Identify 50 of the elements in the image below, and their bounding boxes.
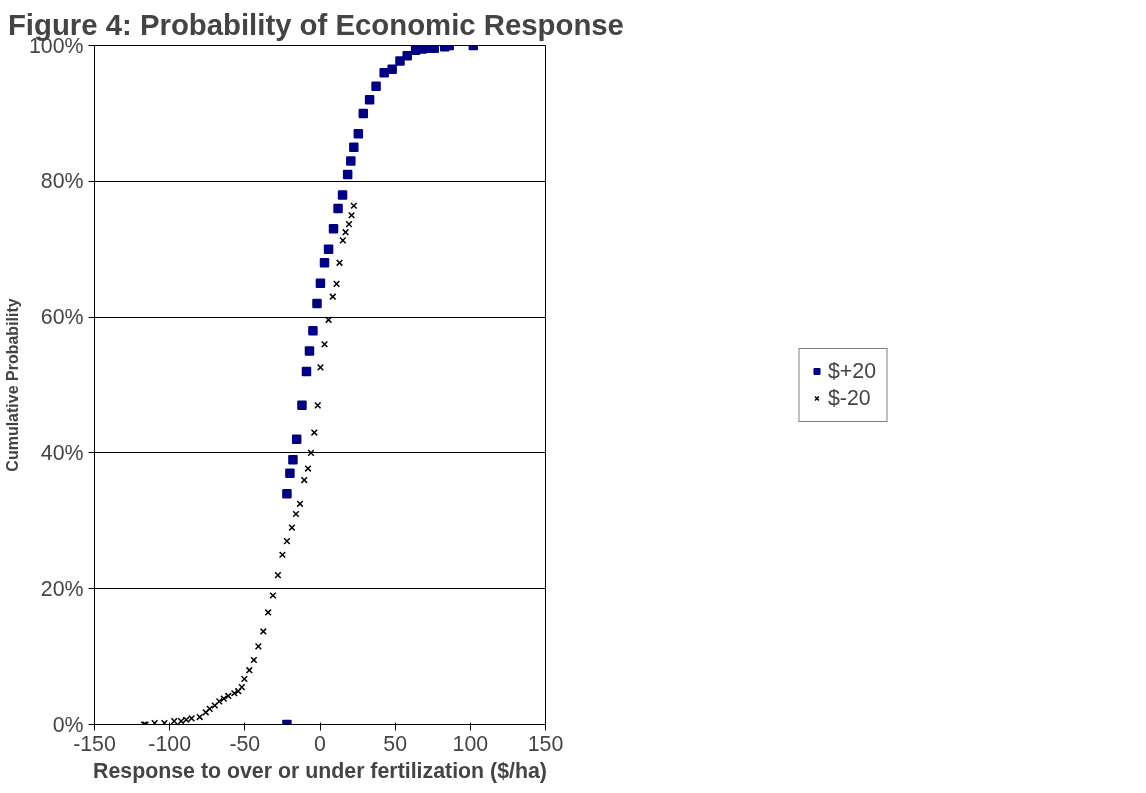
point (328, 224, 339, 234)
point (304, 464, 312, 473)
y-tick-label: 80% (40, 169, 84, 194)
point (234, 687, 242, 695)
point (240, 675, 248, 683)
x-axis-title: Response to over or under fertilization ($/ha) (93, 758, 547, 783)
point (315, 278, 326, 288)
x-tick-label: 100 (452, 731, 489, 756)
y-axis-title: Cumulative Probability (3, 298, 21, 472)
point (291, 434, 302, 445)
point (238, 683, 246, 691)
point (301, 366, 312, 377)
x-tick-label: -50 (229, 731, 261, 756)
x-tick-label: 150 (527, 731, 564, 756)
point (429, 45, 439, 53)
point (308, 325, 318, 336)
y-tick-label: 60% (40, 305, 84, 330)
point (202, 708, 210, 716)
point (269, 591, 277, 600)
legend-label: $-20 (827, 385, 871, 411)
point (353, 129, 364, 139)
x-tick-label: 50 (383, 731, 408, 756)
legend-label: $+20 (827, 358, 877, 384)
point (371, 81, 381, 91)
point (346, 156, 356, 166)
point (282, 488, 292, 499)
point (323, 244, 334, 254)
point (349, 142, 359, 153)
point (254, 642, 262, 650)
point (342, 169, 353, 180)
y-tick-label: 20% (40, 576, 84, 601)
x-tick-label: 0 (314, 731, 327, 756)
point (358, 108, 369, 119)
point (333, 203, 343, 214)
point (337, 190, 348, 200)
point (285, 468, 295, 479)
point (319, 258, 330, 268)
point (304, 346, 315, 356)
y-tick-label: 40% (40, 440, 84, 465)
point (312, 298, 322, 309)
point (292, 510, 300, 518)
point (402, 50, 412, 61)
point (387, 64, 397, 75)
point (364, 95, 375, 105)
point (395, 56, 405, 66)
point (329, 293, 337, 301)
x-tick-label: -100 (148, 731, 192, 756)
point (288, 454, 298, 465)
point (297, 400, 307, 411)
point (274, 571, 282, 579)
